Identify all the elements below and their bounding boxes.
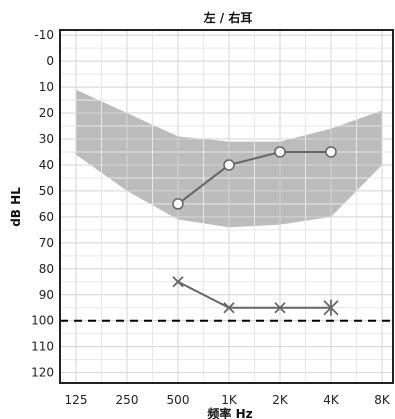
plot-frame xyxy=(59,29,394,384)
y-tick-label: 40 xyxy=(39,158,54,172)
y-tick-label: 70 xyxy=(39,236,54,250)
y-tick-label: 0 xyxy=(46,54,54,68)
x-tick-label: 500 xyxy=(167,393,190,407)
y-tick-label: 90 xyxy=(39,288,54,302)
x-tick-label: 250 xyxy=(116,393,139,407)
grid-layer xyxy=(60,30,393,383)
tick-label-layer: -10 0 10 20 30 40 50 60 70 80 90 100 110 120 125 250 500… xyxy=(31,28,391,407)
series-line-x xyxy=(177,280,331,309)
y-tick-label: 60 xyxy=(39,210,54,224)
y-tick-label: 110 xyxy=(31,340,54,354)
series-layer xyxy=(172,146,339,316)
x-tick-label: 4K xyxy=(323,393,340,407)
data-point-circle xyxy=(172,198,184,210)
y-axis-label: dB HL xyxy=(9,187,23,227)
x-axis-label: 频率 Hz xyxy=(207,406,252,419)
x-tick-label: 2K xyxy=(272,393,289,407)
x-tick-label: 1K xyxy=(221,393,238,407)
data-point-circle xyxy=(325,146,337,158)
data-point-x xyxy=(172,276,184,288)
y-tick-label: -10 xyxy=(34,28,54,42)
y-tick-label: 20 xyxy=(39,106,54,120)
data-point-circle xyxy=(223,159,235,171)
x-tick-label: 8K xyxy=(374,393,391,407)
data-point-x xyxy=(274,302,286,314)
x-tick-label: 125 xyxy=(65,393,88,407)
y-tick-label: 10 xyxy=(39,80,54,94)
y-tick-label: 50 xyxy=(39,184,54,198)
x-mark-stroke xyxy=(172,276,184,288)
data-point-x xyxy=(323,299,339,316)
data-point-circle xyxy=(274,146,286,158)
x-mark-stroke xyxy=(223,302,235,314)
chart-title: 左 / 右耳 xyxy=(203,10,253,25)
data-point-x xyxy=(223,302,235,314)
x-mark-stroke xyxy=(274,302,286,314)
y-tick-label: 120 xyxy=(31,366,54,380)
y-tick-label: 80 xyxy=(39,262,54,276)
y-tick-label: 100 xyxy=(31,314,54,328)
y-tick-label: 30 xyxy=(39,132,54,146)
series-line-circle xyxy=(177,150,331,205)
